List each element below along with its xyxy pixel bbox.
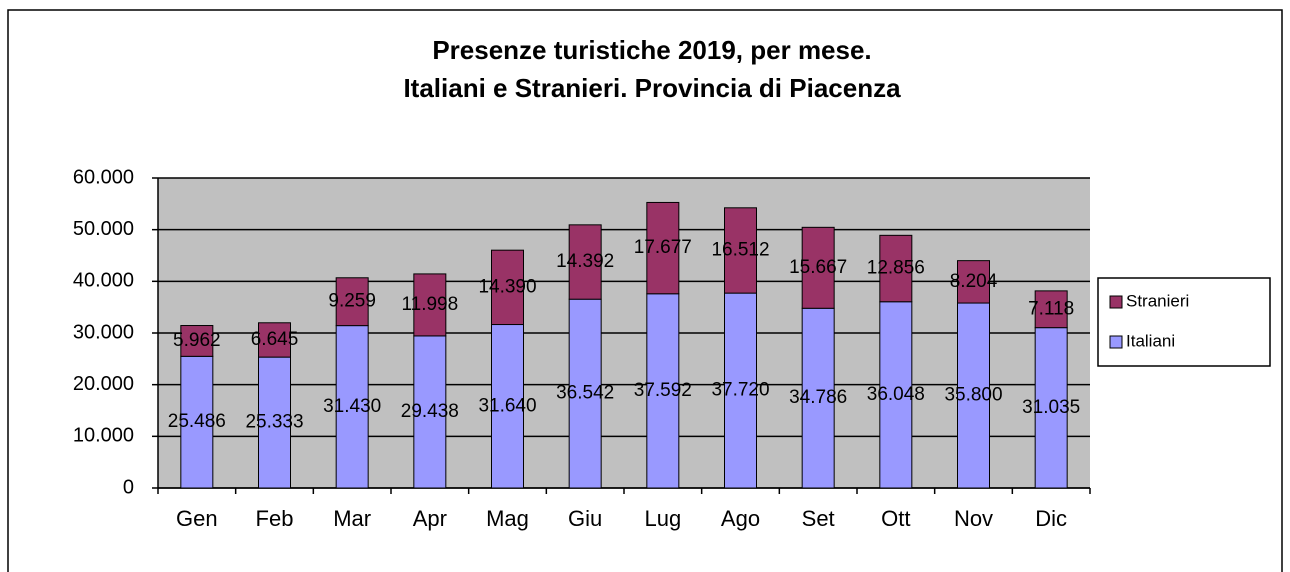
chart-title: Italiani e Stranieri. Provincia di Piace… — [403, 73, 901, 103]
bar-segment — [180, 355, 214, 489]
data-label: 15.667 — [789, 257, 847, 278]
chart-title: Presenze turistiche 2019, per mese. — [432, 35, 871, 65]
y-tick-label: 30.000 — [73, 321, 134, 343]
bar-segment — [646, 201, 680, 295]
bar-segment — [1034, 327, 1068, 489]
bar-segment — [879, 234, 913, 303]
data-label: 8.204 — [950, 271, 998, 292]
x-tick-label: Giu — [568, 506, 602, 531]
bar-segment — [801, 307, 835, 489]
data-label: 31.430 — [323, 396, 381, 417]
bar-segment — [801, 226, 835, 309]
data-label: 17.677 — [634, 237, 692, 258]
y-tick-label: 0 — [123, 476, 134, 498]
bar-segment — [413, 335, 447, 489]
bar-segment — [180, 325, 214, 357]
data-label: 6.645 — [251, 329, 299, 350]
x-tick-label: Gen — [176, 506, 218, 531]
bar-segment — [568, 224, 602, 300]
data-label: 25.486 — [168, 411, 226, 432]
data-label: 31.035 — [1022, 397, 1080, 418]
data-label: 7.118 — [1028, 298, 1074, 319]
bar-segment — [413, 273, 447, 337]
x-tick-label: Ott — [881, 506, 910, 531]
x-tick-label: Feb — [256, 506, 294, 531]
data-label: 36.048 — [867, 384, 925, 405]
data-label: 12.856 — [867, 258, 925, 279]
x-tick-label: Mag — [486, 506, 529, 531]
legend-box — [1097, 277, 1271, 367]
y-tick-label: 50.000 — [73, 218, 134, 240]
legend-swatch — [1109, 295, 1123, 309]
y-tick-label: 10.000 — [73, 425, 134, 447]
data-label: 14.390 — [478, 276, 536, 297]
data-label: 16.512 — [711, 239, 769, 260]
data-label: 5.962 — [173, 330, 221, 351]
legend-swatch — [1109, 335, 1123, 349]
bar-segment — [879, 301, 913, 489]
bar-segment — [724, 207, 757, 294]
data-label: 37.720 — [711, 380, 769, 401]
y-tick-label: 60.000 — [73, 166, 134, 188]
x-tick-label: Ago — [721, 506, 760, 531]
x-tick-label: Apr — [413, 506, 447, 531]
bar-segment — [957, 302, 990, 489]
bar-segment — [568, 298, 602, 489]
data-label: 14.392 — [556, 251, 614, 272]
data-label: 35.800 — [944, 385, 1002, 406]
x-tick-label: Nov — [954, 506, 993, 531]
bar-segment — [491, 249, 524, 326]
x-tick-label: Dic — [1035, 506, 1067, 531]
bar-segment — [335, 325, 369, 489]
x-tick-label: Set — [802, 506, 835, 531]
data-label: 11.998 — [401, 294, 458, 315]
bar-segment — [1034, 290, 1068, 329]
x-tick-label: Mar — [333, 506, 371, 531]
data-label: 9.259 — [328, 291, 376, 312]
bar-segment — [957, 260, 990, 304]
data-label: 25.333 — [245, 412, 303, 433]
bar-segment — [258, 322, 291, 358]
legend-label: Italiani — [1126, 331, 1175, 350]
y-tick-label: 20.000 — [73, 373, 134, 395]
bar-segment — [335, 277, 369, 327]
data-label: 31.640 — [478, 395, 536, 416]
x-tick-label: Lug — [644, 506, 681, 531]
data-label: 37.592 — [634, 380, 692, 401]
data-label: 34.786 — [789, 387, 847, 408]
data-label: 29.438 — [401, 401, 459, 422]
legend-label: Stranieri — [1126, 291, 1189, 310]
data-label: 36.542 — [556, 383, 614, 404]
y-tick-label: 40.000 — [73, 270, 134, 292]
bar-segment — [258, 356, 291, 489]
